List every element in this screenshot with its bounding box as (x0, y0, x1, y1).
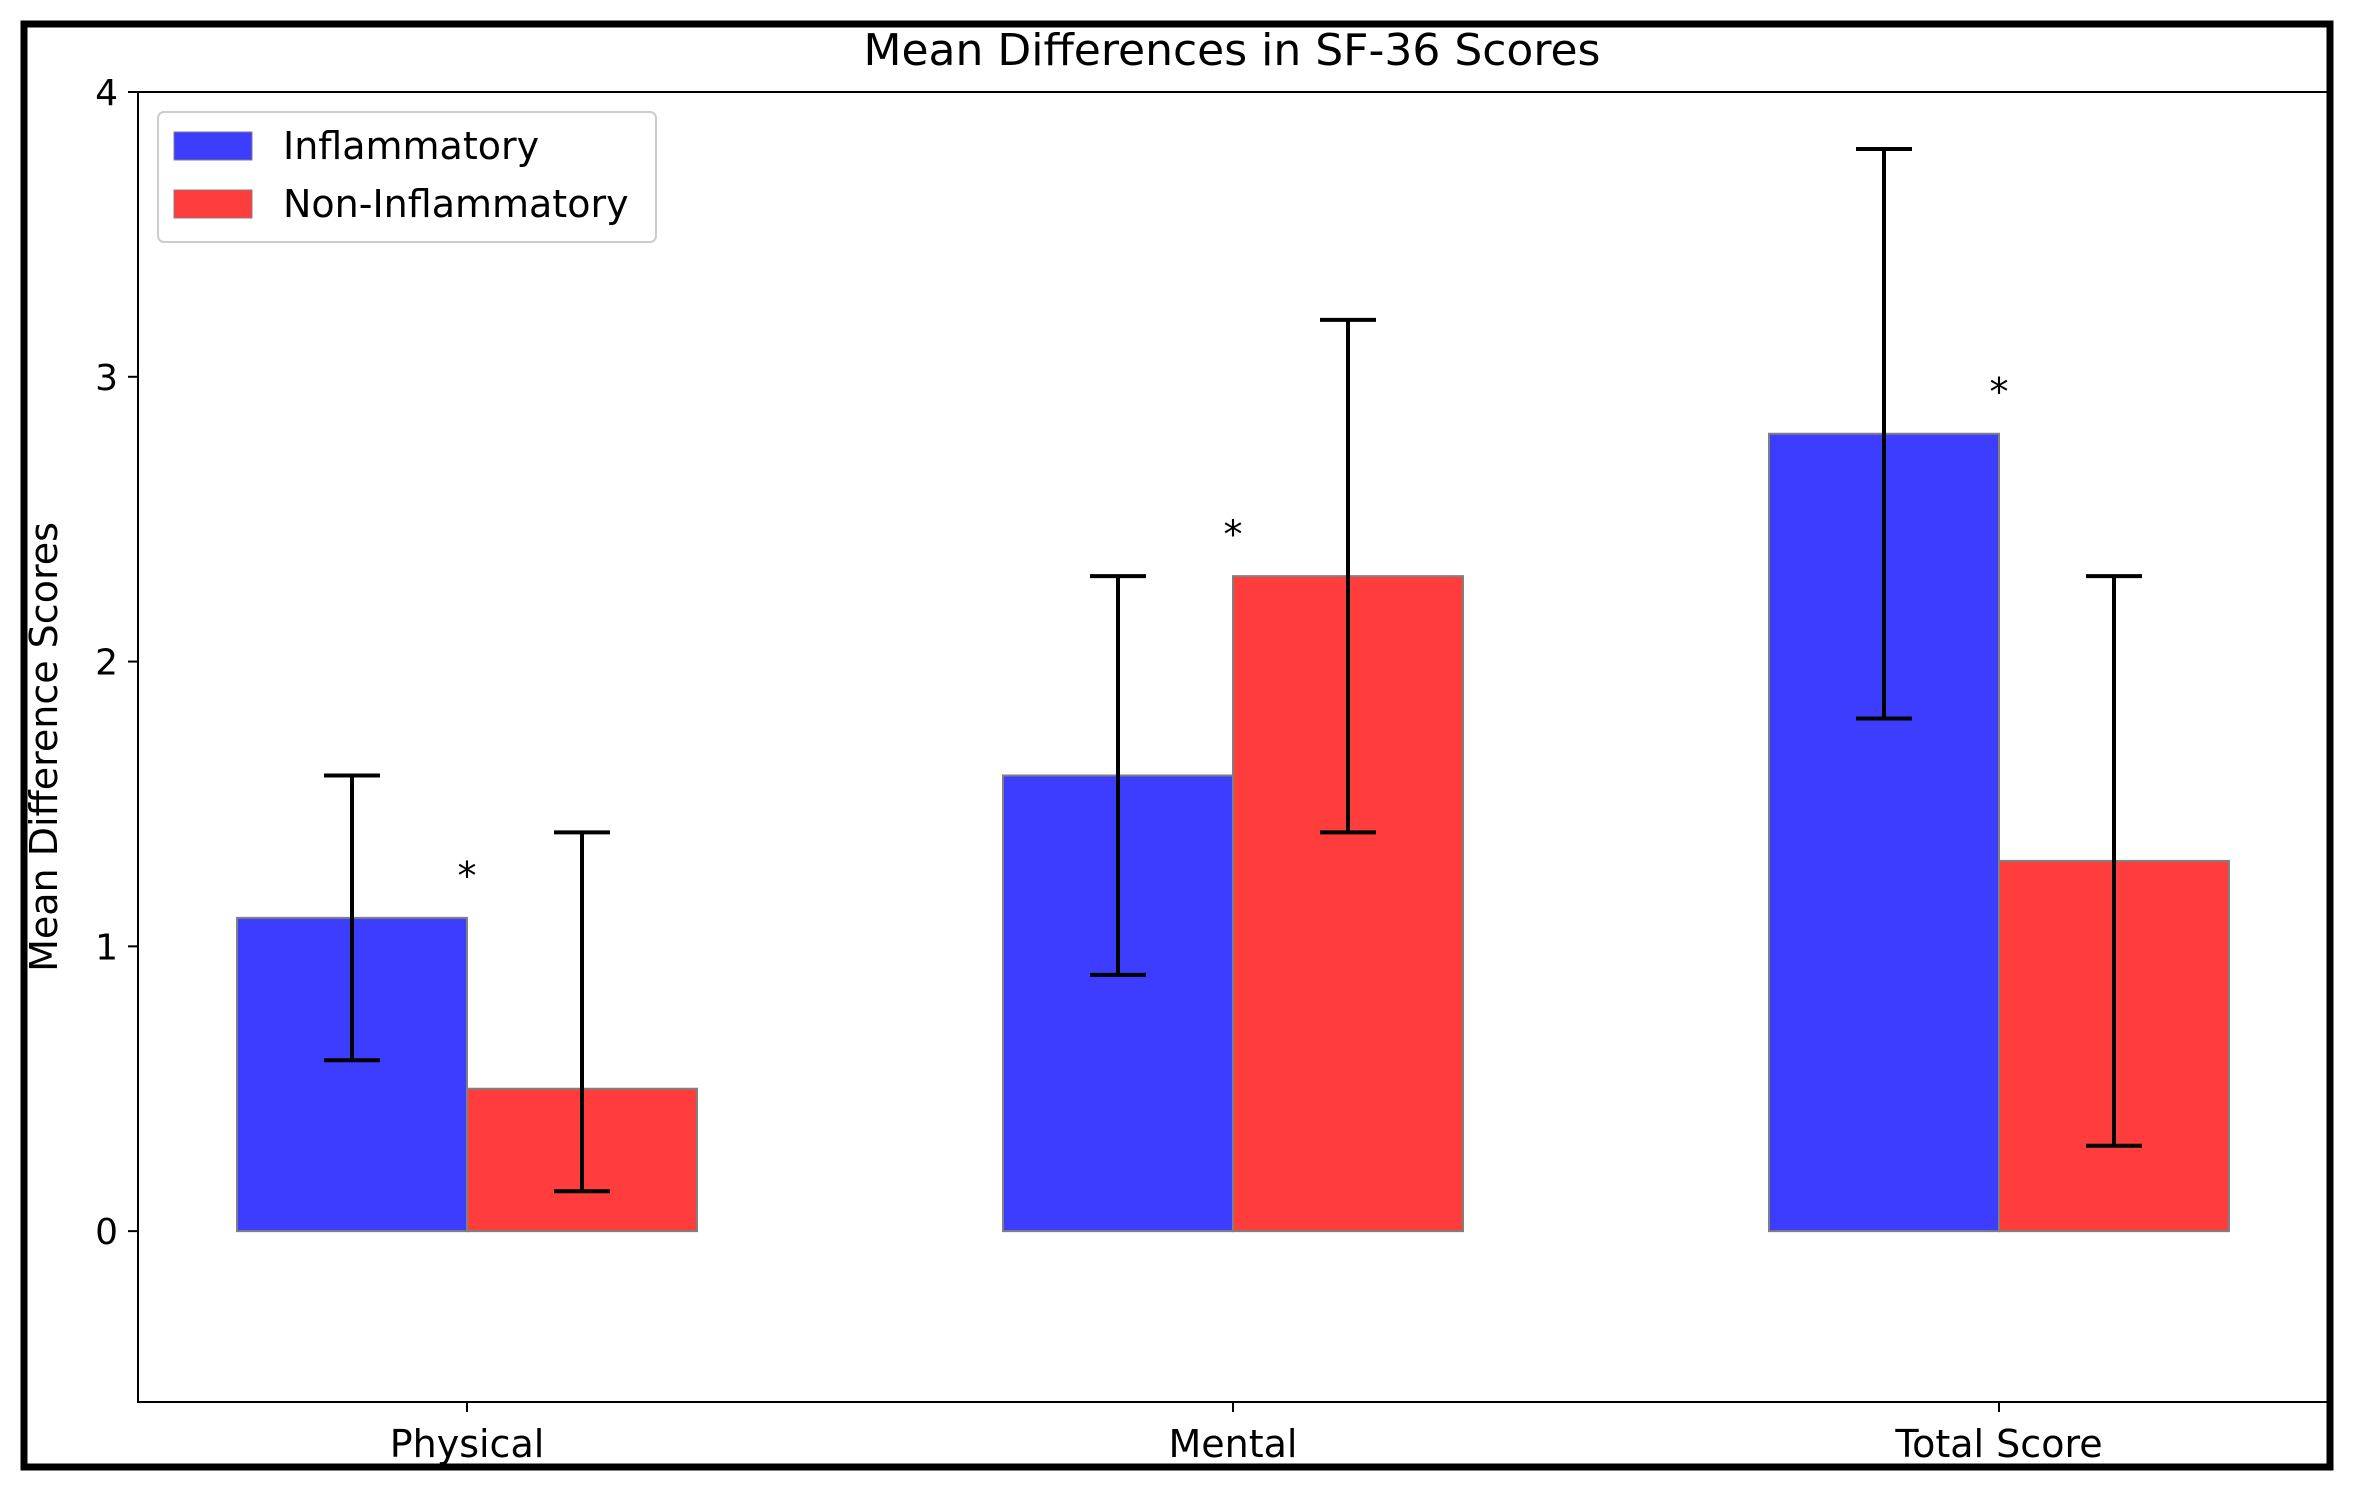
error-bar-non-inflammatory-physical (554, 830, 610, 1194)
legend-box (157, 111, 657, 243)
y-tick-label: 3 (95, 358, 118, 399)
error-bar-non-inflammatory-total-score (2086, 574, 2142, 1148)
legend-swatch-non-inflammatory (173, 189, 253, 219)
error-bar-inflammatory-total-score (1856, 146, 1912, 721)
significance-marker-physical: * (458, 854, 477, 898)
x-tick-label-physical: Physical (390, 1422, 545, 1466)
chart-title: Mean Differences in SF-36 Scores (864, 25, 1601, 76)
error-bar-group (324, 146, 2142, 1194)
error-bar-non-inflammatory-mental (1320, 317, 1376, 835)
error-bar-inflammatory-physical (324, 773, 380, 1063)
x-tick-label-mental: Mental (1169, 1422, 1298, 1466)
annotation-group: * * * (458, 370, 2009, 898)
error-bar-inflammatory-mental (1090, 574, 1146, 977)
y-axis-label: Mean Difference Scores (22, 522, 66, 972)
significance-marker-mental: * (1224, 512, 1243, 556)
y-tick-label: 2 (95, 643, 118, 684)
legend-label-non-inflammatory: Non-Inflammatory (283, 182, 629, 226)
y-tick-label: 4 (95, 73, 118, 114)
legend-swatch-inflammatory (173, 131, 253, 161)
legend-label-inflammatory: Inflammatory (283, 124, 539, 168)
x-axis: Physical Mental Total Score (390, 1402, 2103, 1466)
bar-series-group (236, 432, 2230, 1233)
y-tick-label: 0 (95, 1212, 118, 1253)
y-axis: 0 1 2 3 4 (95, 73, 138, 1253)
legend: Inflammatory Non-Inflammatory (157, 111, 657, 243)
significance-marker-total-score: * (1990, 370, 2009, 414)
x-tick-label-total-score: Total Score (1894, 1422, 2102, 1466)
y-tick-label: 1 (95, 927, 118, 968)
